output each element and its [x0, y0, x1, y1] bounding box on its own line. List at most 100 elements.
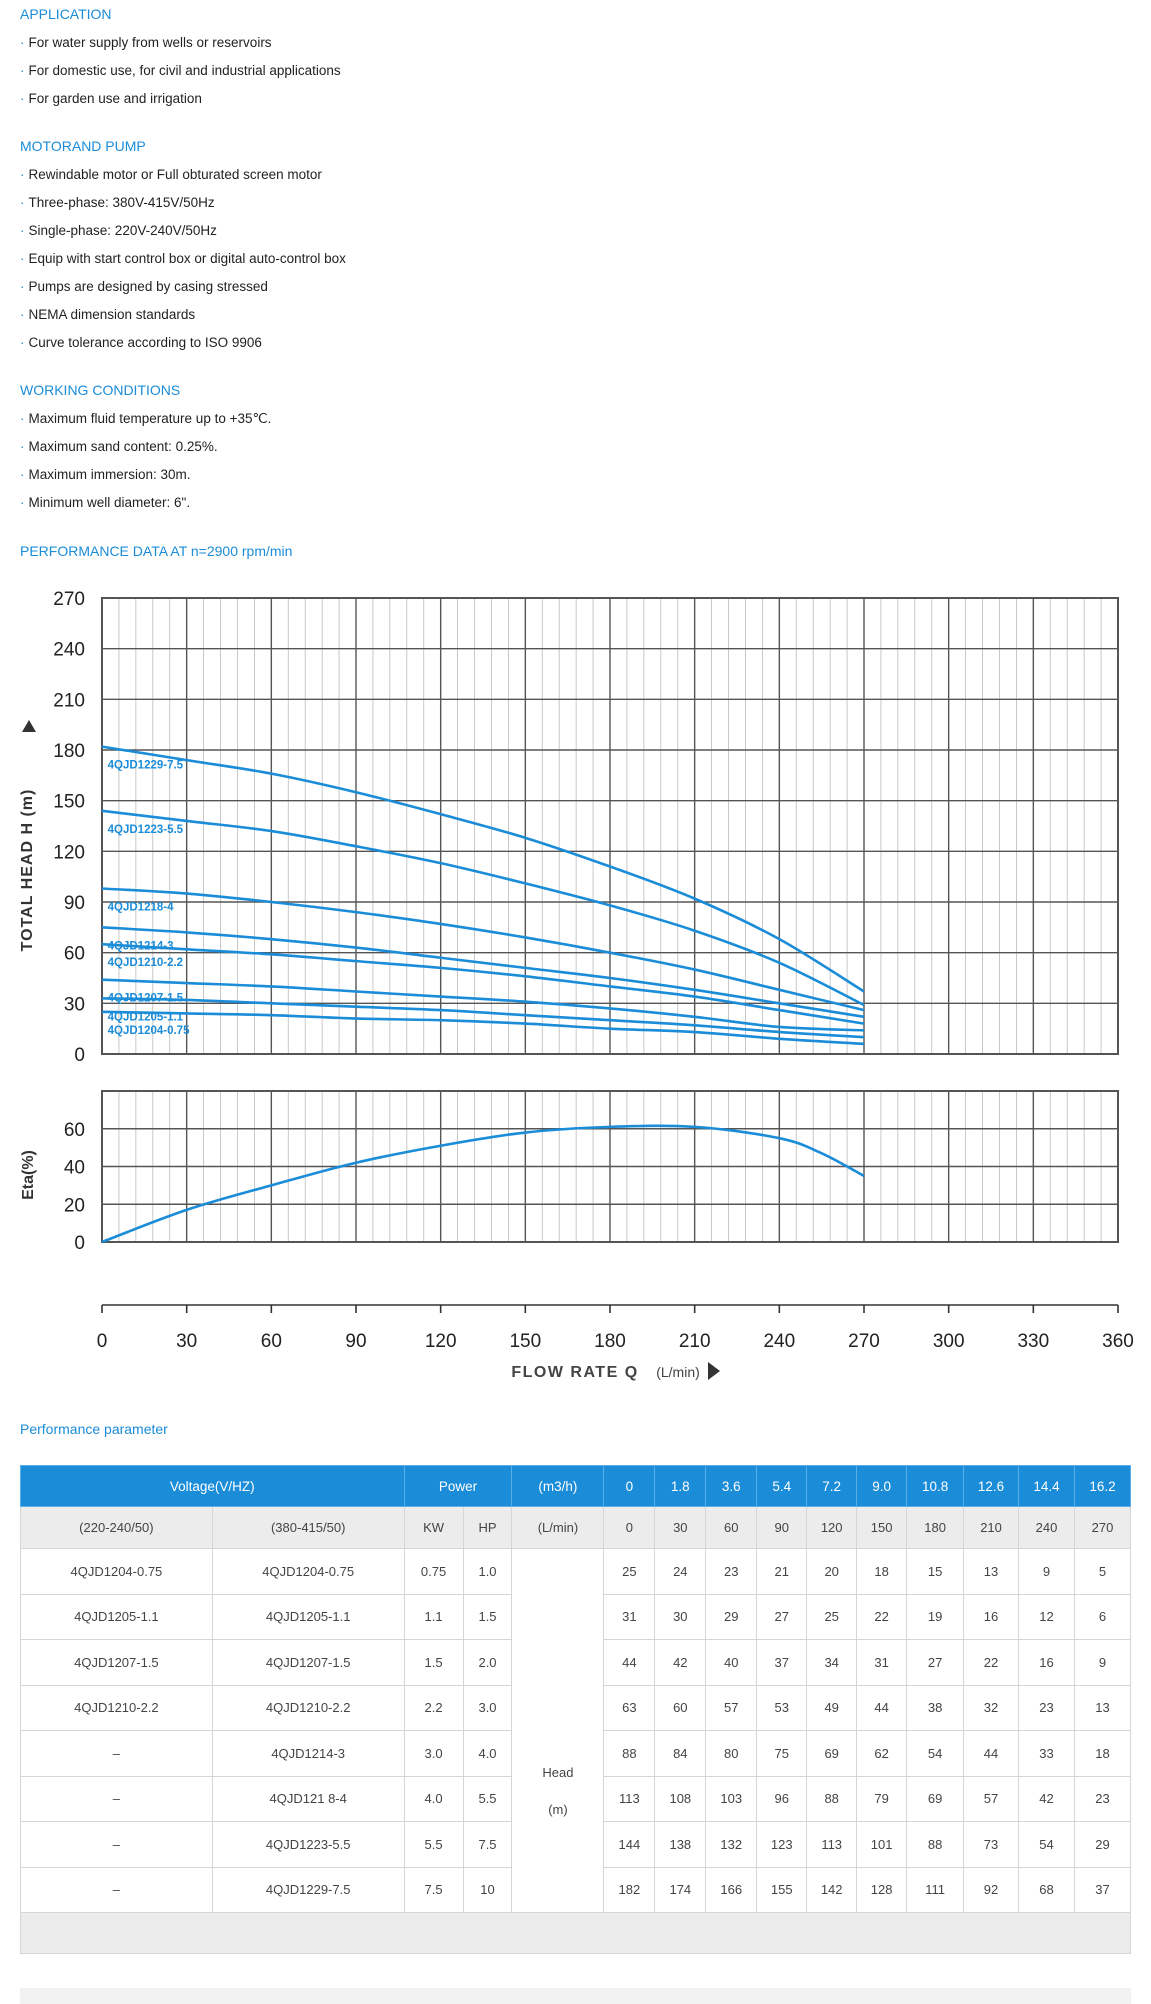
cell-head-value: 166	[705, 1866, 758, 1913]
cell-single-phase-model: 4QJD1210-2.2	[20, 1684, 213, 1731]
head-curve-label: 4QJD1229-7.5	[108, 760, 184, 772]
cell-head-value: 34	[806, 1639, 858, 1686]
cell-head-value: 108	[654, 1775, 707, 1822]
list-item-text: For water supply from wells or reservoir…	[28, 35, 272, 50]
header-flow: 7.2	[806, 1465, 858, 1507]
cell-head-value: 20	[806, 1548, 858, 1595]
header-flow: 16.2	[1073, 1465, 1132, 1507]
working-conditions-list: · Maximum fluid temperature up to +35℃. ·…	[20, 405, 271, 517]
bullet-dot: ·	[20, 411, 25, 426]
motor-pump-title: MOTORAND PUMP	[20, 138, 146, 154]
cell-three-phase-model: 4QJD121 8-4	[211, 1775, 405, 1822]
head-y-tick-label: 120	[53, 842, 85, 863]
head-curve-label: 4QJD1218-4	[108, 901, 174, 913]
cell-head-value: 9	[1073, 1639, 1132, 1686]
cell-head-value: 182	[603, 1866, 656, 1913]
head-curve-label: 4QJD1204-0.75	[108, 1025, 190, 1037]
eta-y-tick-label: 40	[64, 1158, 85, 1179]
x-tick-label: 360	[1102, 1331, 1134, 1352]
subheader-flow: 30	[654, 1506, 707, 1549]
cell-head-value: 25	[603, 1548, 656, 1595]
header-flow: 10.8	[906, 1465, 965, 1507]
cell-three-phase-model: 4QJD1207-1.5	[211, 1639, 405, 1686]
cell-head-value: 27	[756, 1593, 808, 1640]
performance-table: Voltage(V/HZ) Power (m3/h) 0 1.8 3.6 5.4…	[20, 1465, 1132, 1954]
head-curve	[101, 745, 865, 993]
performance-data-title: PERFORMANCE DATA AT n=2900 rpm/min	[20, 543, 293, 559]
cell-head-value: 103	[705, 1775, 758, 1822]
subheader-flow: 150	[856, 1506, 908, 1549]
cell-head-value: 57	[705, 1684, 758, 1731]
table-header-row: Voltage(V/HZ) Power (m3/h) 0 1.8 3.6 5.4…	[20, 1465, 1132, 1507]
bullet-dot: ·	[20, 63, 25, 78]
cell-head-value: 37	[756, 1639, 808, 1686]
cell-hp: 1.5	[462, 1593, 513, 1640]
table-row: –4QJD1223-5.5 5.5 7.5 144 138 132 123 113 101 88 7…	[20, 1821, 1132, 1868]
cell-head-value: 31	[603, 1593, 656, 1640]
head-curve	[101, 1010, 865, 1046]
cell-three-phase-model: 4QJD1204-0.75	[211, 1548, 405, 1595]
subheader-flow: 240	[1018, 1506, 1075, 1549]
eta-curve	[101, 1124, 865, 1244]
cell-head-value: 27	[906, 1639, 965, 1686]
table-subheader-row: (220-240/50) (380-415/50) KW HP (L/min) …	[20, 1506, 1132, 1549]
cell-head-value: 84	[654, 1730, 707, 1777]
cell-hp: 1.0	[462, 1548, 513, 1595]
head-y-tick-label: 90	[64, 893, 85, 914]
list-item: · For domestic use, for civil and industr…	[20, 57, 341, 85]
cell-head-value: 88	[603, 1730, 656, 1777]
list-item-text: Equip with start control box or digital …	[28, 251, 346, 266]
application-title: APPLICATION	[20, 6, 112, 22]
list-item: · Maximum sand content: 0.25%.	[20, 433, 271, 461]
list-item-text: NEMA dimension standards	[28, 307, 196, 322]
list-item: · Three-phase: 380V-415V/50Hz	[20, 189, 346, 217]
header-flow: 3.6	[705, 1465, 758, 1507]
bullet-dot: ·	[20, 35, 25, 50]
list-item: · For garden use and irrigation	[20, 85, 341, 113]
head-curve	[101, 978, 865, 1032]
working-conditions-title: WORKING CONDITIONS	[20, 382, 181, 398]
cell-head-value: 15	[906, 1548, 965, 1595]
header-flow: 9.0	[856, 1465, 908, 1507]
x-tick-label: 90	[345, 1331, 366, 1352]
subheader-flow: 90	[756, 1506, 808, 1549]
cell-hp: 7.5	[462, 1821, 513, 1868]
cell-head-value: 92	[963, 1866, 1020, 1913]
cell-head-value: 21	[756, 1548, 808, 1595]
subheader-flow: 210	[963, 1506, 1020, 1549]
x-tick-label: 270	[848, 1331, 880, 1352]
cell-three-phase-model: 4QJD1214-3	[211, 1730, 405, 1777]
head-y-tick-label: 270	[53, 589, 85, 610]
table-row: –4QJD121 8-4 4.0 5.5 113 108 103 96 88 79 69 57 42 2…	[20, 1775, 1132, 1822]
cell-hp: 3.0	[462, 1684, 513, 1731]
cell-head-value: 88	[806, 1775, 858, 1822]
bullet-dot: ·	[20, 251, 25, 266]
cell-single-phase-model: 4QJD1207-1.5	[20, 1639, 213, 1686]
eta-y-tick-label: 60	[64, 1120, 85, 1141]
cell-head-value: 174	[654, 1866, 707, 1913]
cell-head-value: 13	[1073, 1684, 1132, 1731]
header-flow: 5.4	[756, 1465, 808, 1507]
cell-head-value: 22	[856, 1593, 908, 1640]
cell-head-value: 111	[906, 1866, 965, 1913]
bullet-dot: ·	[20, 167, 25, 182]
head-frame	[101, 597, 1119, 1055]
cell-head-value: 54	[906, 1730, 965, 1777]
head-y-tick-label: 150	[53, 792, 85, 813]
head-curve	[101, 926, 865, 1019]
cell-hp: 10	[462, 1866, 513, 1913]
cell-head-value: 37	[1073, 1866, 1132, 1913]
cell-kw: 7.5	[403, 1866, 464, 1913]
x-tick-label: 0	[97, 1331, 108, 1352]
cell-head-value: 5	[1073, 1548, 1132, 1595]
head-label: Head	[542, 1764, 574, 1780]
cell-kw: 1.5	[403, 1639, 464, 1686]
eta-y-tick-label: 20	[64, 1195, 85, 1216]
subheader-flow: 60	[705, 1506, 758, 1549]
cell-head-value: 22	[963, 1639, 1020, 1686]
head-y-tick-label: 30	[64, 994, 85, 1015]
cell-head-value: 123	[756, 1821, 808, 1868]
x-tick-label: 330	[1017, 1331, 1049, 1352]
cell-kw: 1.1	[403, 1593, 464, 1640]
head-curve-label: 4QJD1210-2.2	[108, 957, 183, 969]
